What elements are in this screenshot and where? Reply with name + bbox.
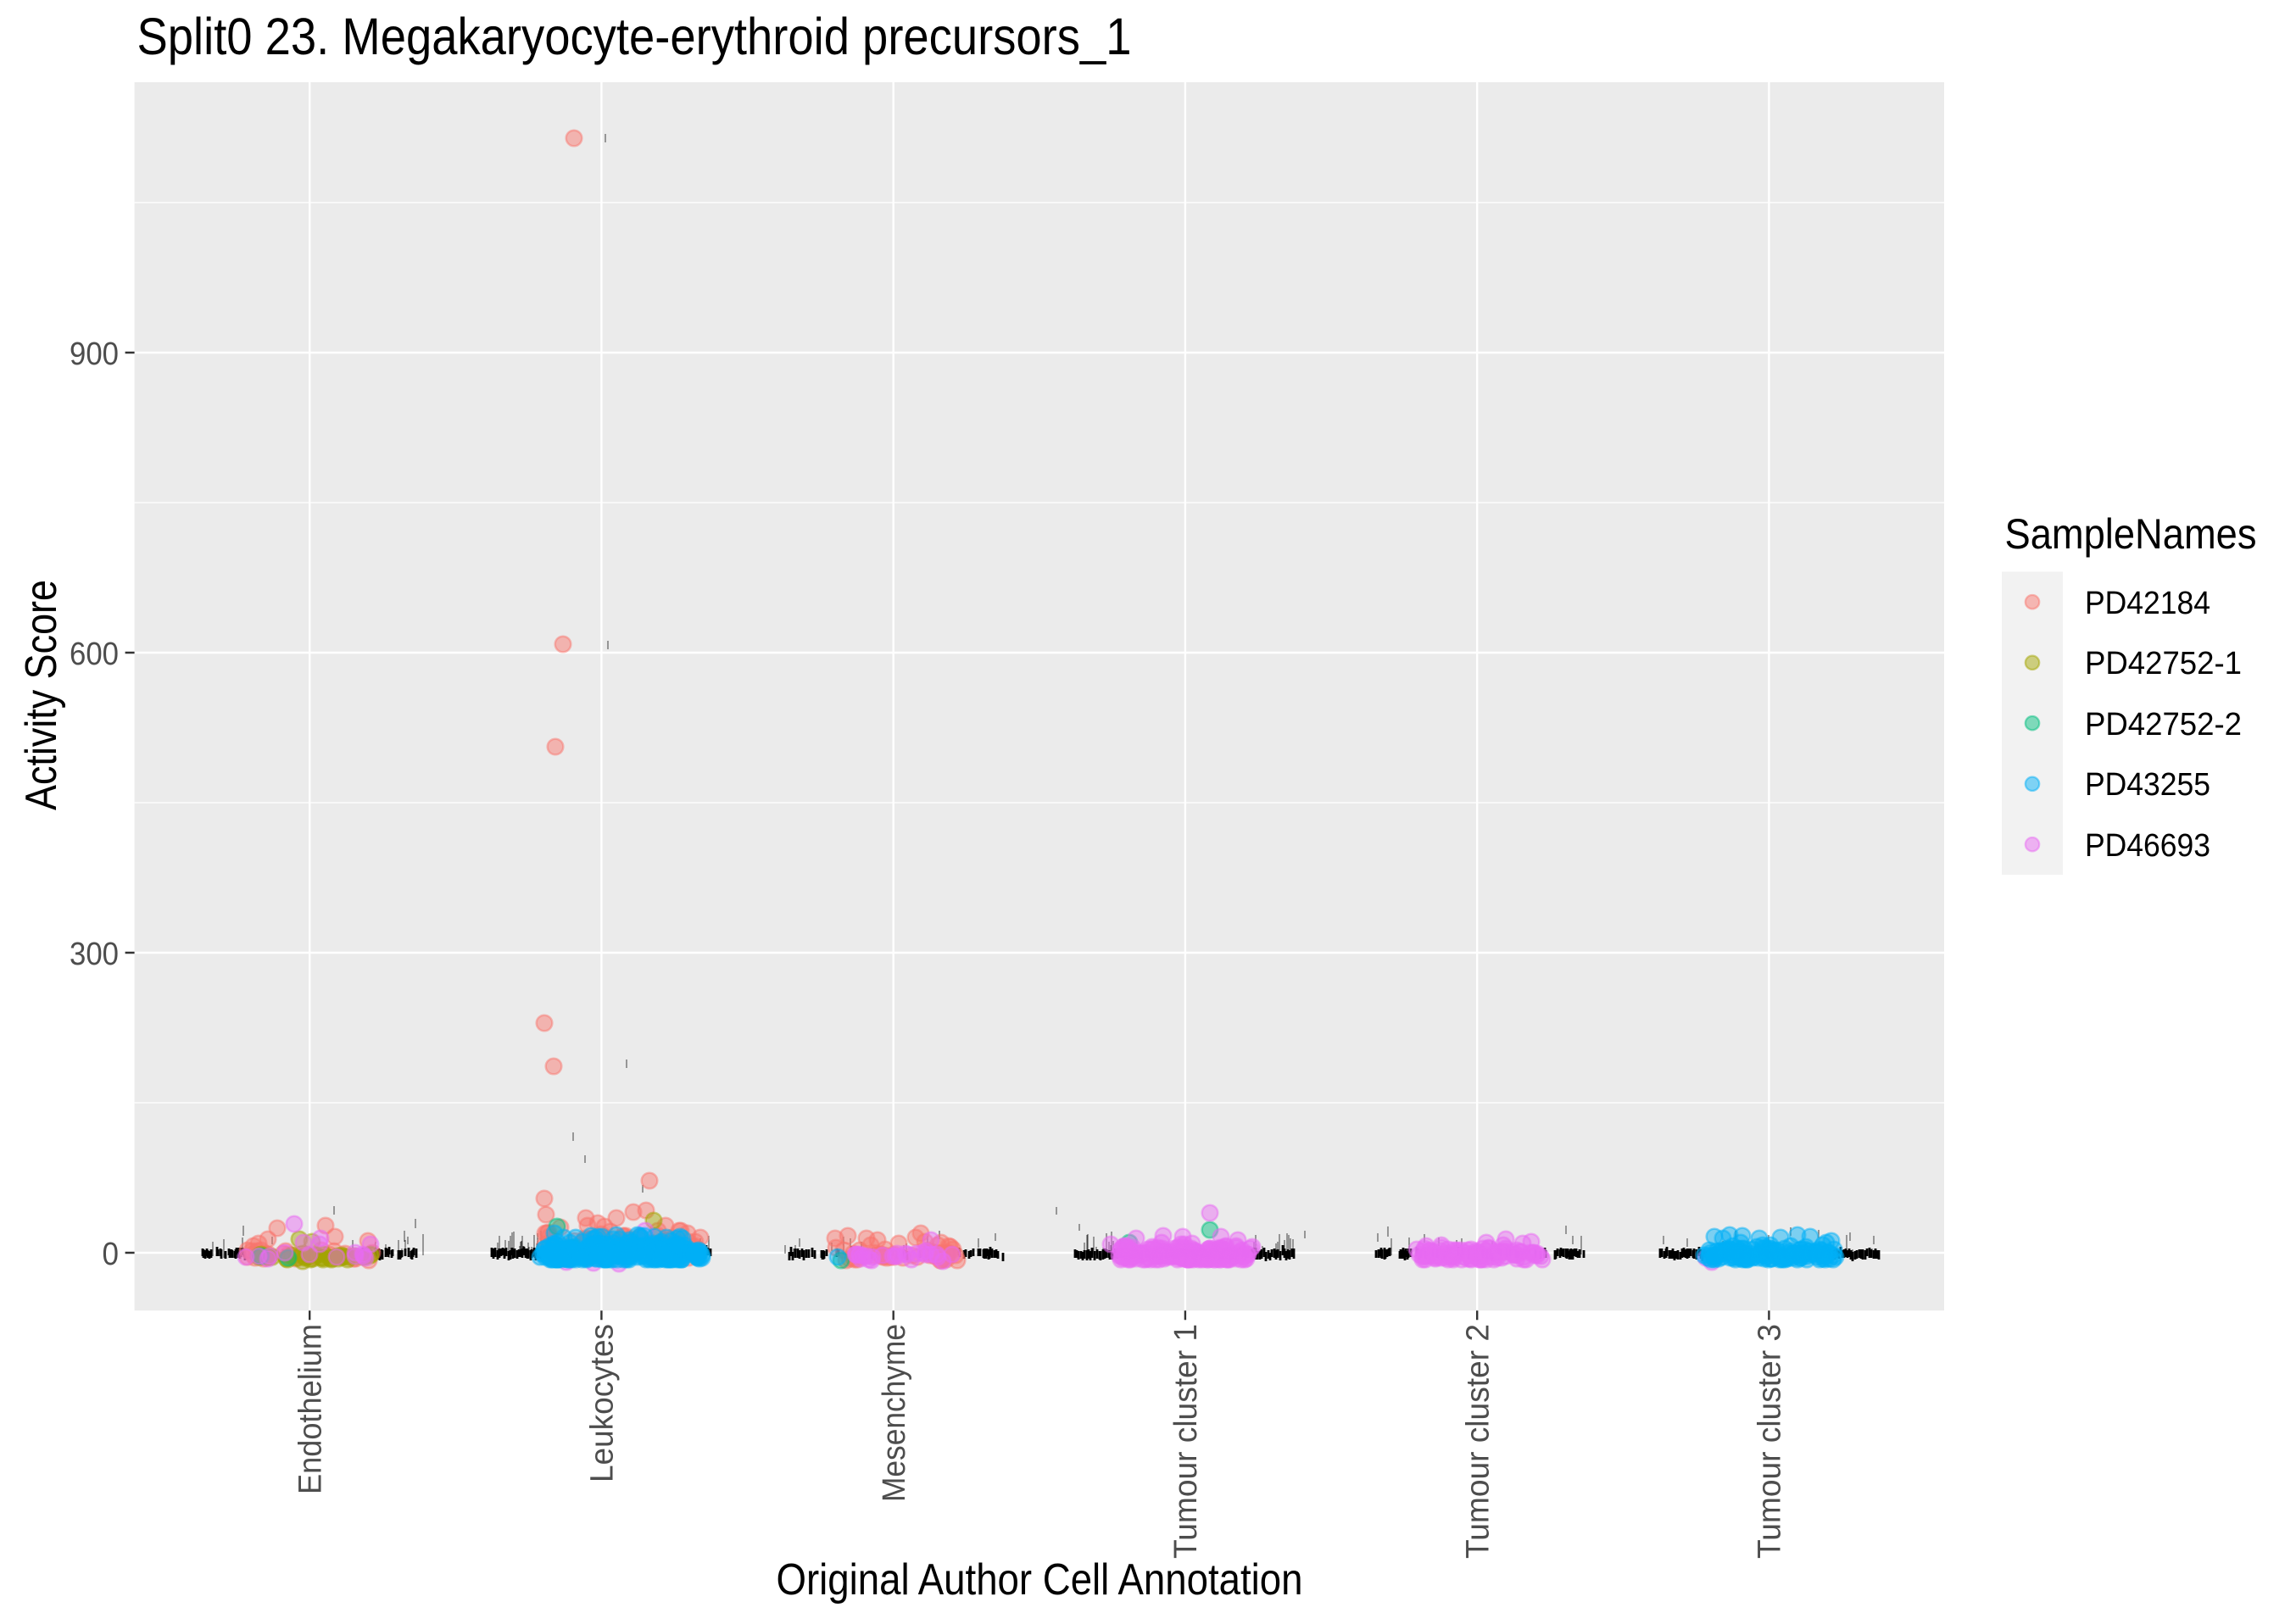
svg-text:Split0 23. Megakaryocyte-eryth: Split0 23. Megakaryocyte-erythroid precu…	[137, 8, 1132, 65]
svg-text:300: 300	[70, 937, 119, 972]
svg-text:Tumour cluster 2: Tumour cluster 2	[1460, 1324, 1496, 1559]
svg-text:Tumour cluster 3: Tumour cluster 3	[1753, 1324, 1788, 1559]
svg-text:Activity Score: Activity Score	[17, 580, 66, 810]
svg-text:Leukocytes: Leukocytes	[585, 1324, 621, 1482]
svg-text:Mesenchyme: Mesenchyme	[877, 1324, 912, 1502]
svg-text:PD42752-1: PD42752-1	[2085, 646, 2242, 681]
svg-text:Original Author Cell Annotatio: Original Author Cell Annotation	[777, 1555, 1303, 1605]
svg-text:PD42184: PD42184	[2085, 586, 2210, 621]
svg-text:SampleNames: SampleNames	[2005, 510, 2257, 558]
svg-text:600: 600	[70, 637, 119, 672]
svg-text:0: 0	[103, 1237, 120, 1272]
svg-text:PD43255: PD43255	[2085, 767, 2210, 803]
svg-text:900: 900	[70, 336, 119, 372]
svg-text:PD42752-2: PD42752-2	[2085, 707, 2242, 742]
svg-text:Tumour cluster 1: Tumour cluster 1	[1168, 1324, 1204, 1559]
svg-text:Endothelium: Endothelium	[293, 1324, 328, 1494]
svg-text:PD46693: PD46693	[2085, 828, 2210, 864]
